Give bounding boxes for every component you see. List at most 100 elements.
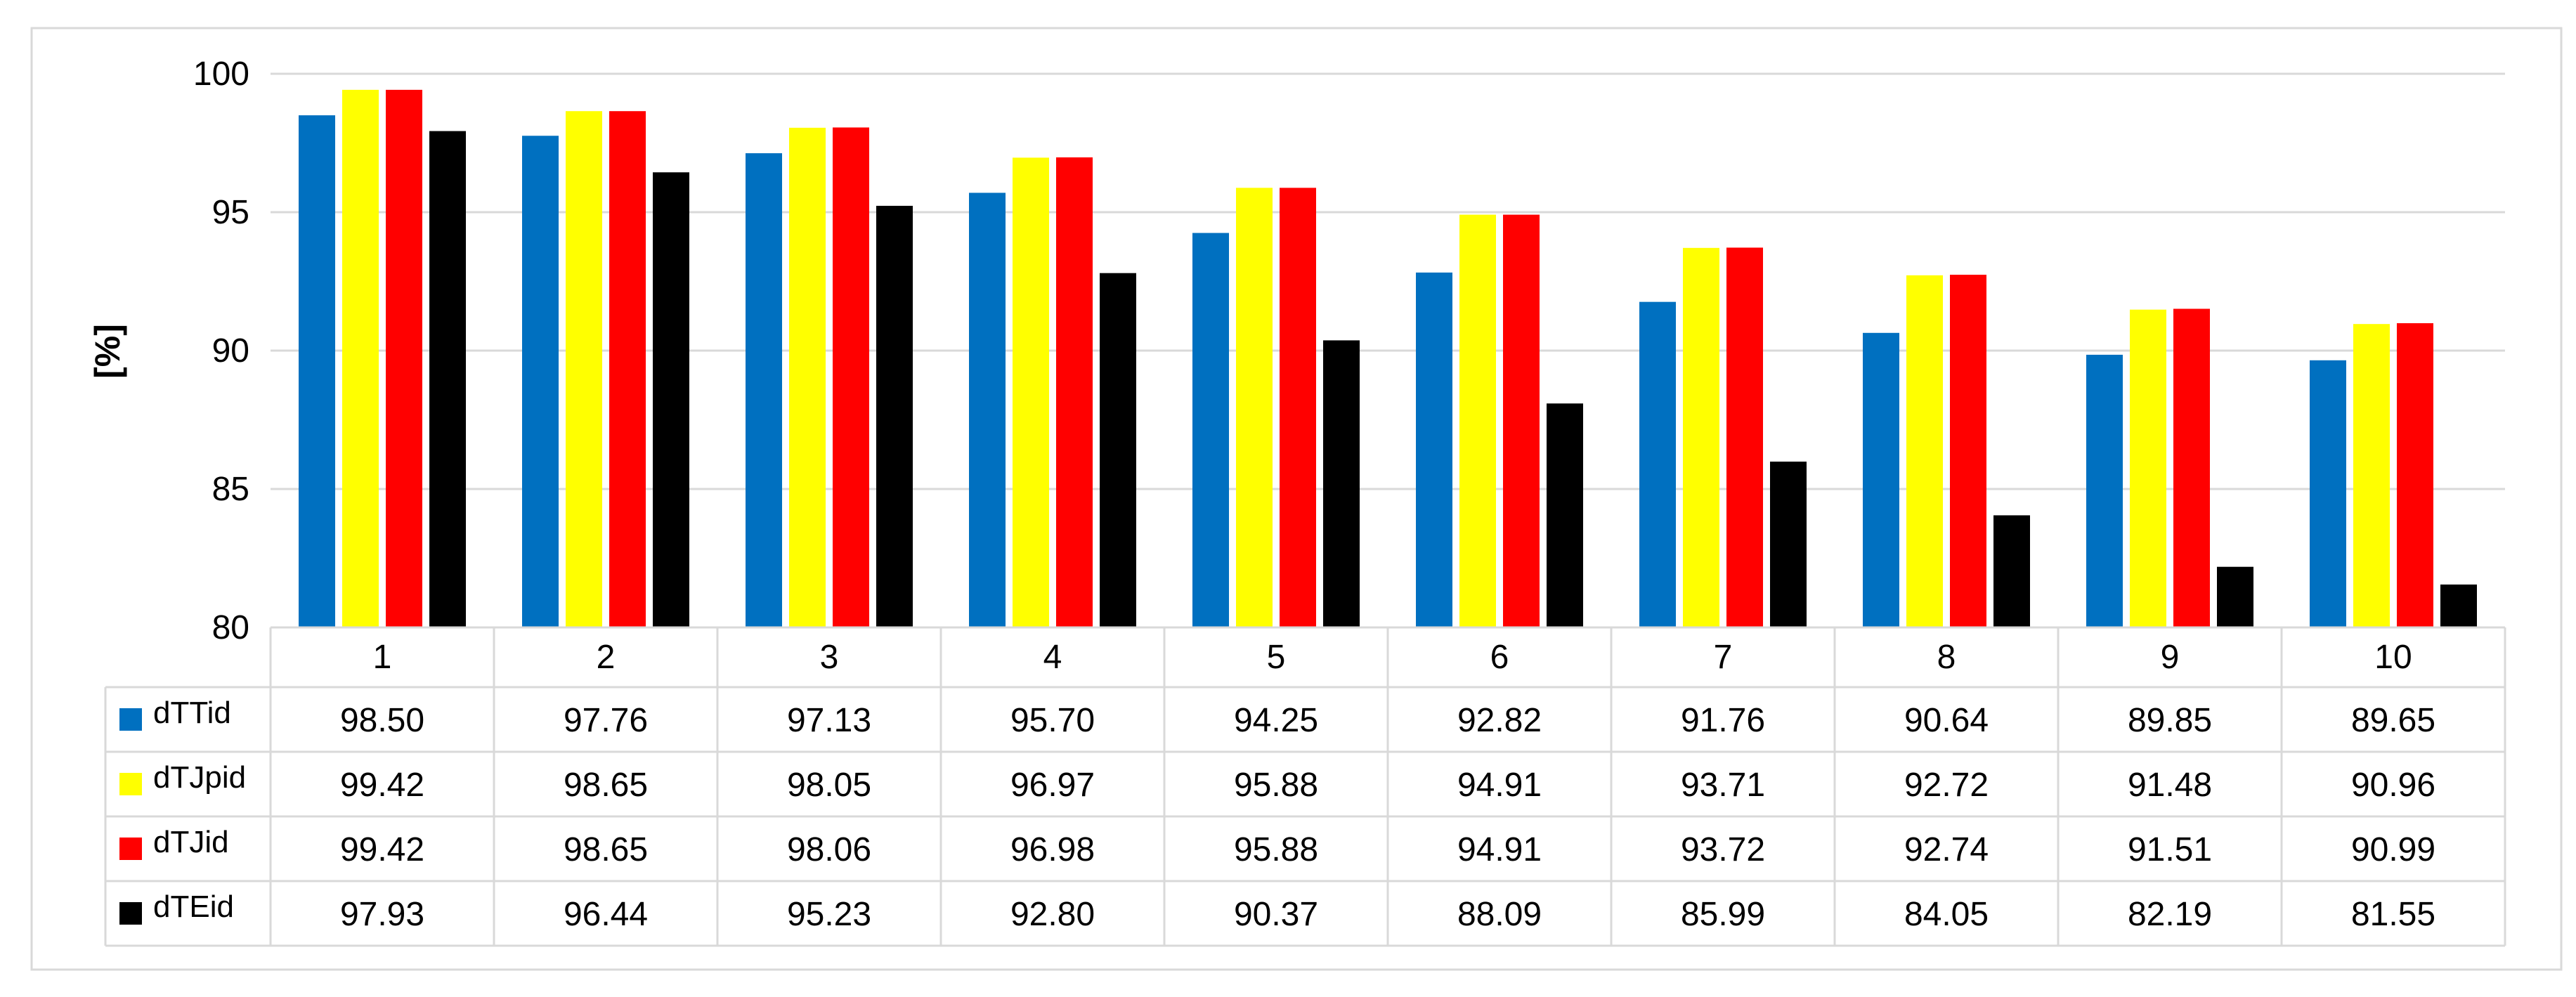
legend-label-dTJid: dTJid [153,825,229,859]
bar-dTEid-8 [1993,515,2030,627]
bar-dTJid-10 [2397,322,2433,627]
bar-dTJid-7 [1726,247,1763,627]
data-label: 93.71 [1681,767,1765,804]
data-label: 98.05 [787,767,871,804]
bar-dTJpid-3 [789,127,826,627]
data-label: 99.42 [340,767,424,804]
data-label: 89.65 [2351,702,2435,739]
data-label: 96.98 [1010,831,1095,868]
data-label: 98.06 [787,831,871,868]
bar-dTEid-6 [1547,403,1583,627]
bar-dTJpid-6 [1459,214,1496,627]
bar-dTJpid-1 [342,89,379,628]
data-label: 89.85 [2128,702,2212,739]
data-label: 99.42 [340,831,424,868]
x-tick-label: 4 [1043,639,1062,676]
bar-dTJid-4 [1056,157,1093,627]
bar-dTJid-1 [386,89,422,628]
bar-dTJid-2 [609,111,646,627]
data-label: 98.65 [564,831,648,868]
y-tick-label: 85 [212,471,249,508]
bar-dTEid-3 [876,205,913,627]
data-label: 91.48 [2128,767,2212,804]
x-tick-label: 2 [597,639,616,676]
bar-dTJid-9 [2173,308,2210,627]
data-label: 95.70 [1010,702,1095,739]
data-label: 95.23 [787,896,871,933]
bar-dTJpid-2 [566,111,602,627]
data-label: 97.76 [564,702,648,739]
data-table: 1 2 3 4 5 6 7 8 9 10 dTTid 98.50 97.76 97.13 95.70 94.2… [104,626,2506,947]
x-tick-label: 9 [2161,639,2180,676]
bar-dTTid-8 [1863,332,1899,627]
data-label: 85.99 [1681,896,1765,933]
data-label: 95.88 [1234,767,1318,804]
x-tick-label: 1 [373,639,392,676]
data-label: 94.91 [1457,767,1542,804]
bar-dTTid-2 [522,136,559,628]
bar-dTTid-1 [299,115,335,628]
legend-key-dTJpid [119,773,142,795]
bar-dTTid-4 [969,193,1006,627]
legend-key-dTTid [119,708,142,731]
data-label: 90.96 [2351,767,2435,804]
bar-dTEid-4 [1100,273,1136,627]
data-label: 90.64 [1904,702,1989,739]
bar-dTEid-9 [2217,566,2253,627]
bar-dTJid-5 [1280,188,1316,627]
bar-dTJid-6 [1503,214,1540,627]
y-tick-label: 100 [193,56,249,93]
x-tick-label: 8 [1937,639,1956,676]
bar-dTTid-7 [1639,301,1676,627]
data-label: 96.44 [564,896,648,933]
data-label: 97.93 [340,896,424,933]
data-label: 92.74 [1904,831,1989,868]
y-axis-label: [%] [88,324,127,379]
legend-key-dTJid [119,838,142,860]
data-label: 88.09 [1457,896,1542,933]
x-tick-label: 5 [1267,639,1286,676]
y-tick-label: 80 [212,609,249,646]
bar-dTJpid-9 [2130,309,2166,627]
data-label: 92.80 [1010,896,1095,933]
data-label: 93.72 [1681,831,1765,868]
legend-key-dTEid [119,902,142,925]
data-label: 90.99 [2351,831,2435,868]
bar-dTEid-1 [429,131,466,628]
bar-dTJpid-8 [1906,275,1943,627]
x-tick-label: 6 [1490,639,1509,676]
bar-dTJpid-10 [2353,324,2390,627]
data-label: 91.76 [1681,702,1765,739]
data-label: 96.97 [1010,767,1095,804]
data-label: 91.51 [2128,831,2212,868]
bar-dTJpid-4 [1013,157,1049,627]
bar-dTTid-5 [1192,233,1229,627]
data-label: 92.72 [1904,767,1989,804]
bar-dTJid-8 [1950,275,1986,627]
x-tick-label: 7 [1714,639,1733,676]
bar-dTEid-10 [2440,584,2477,627]
data-label: 94.25 [1234,702,1318,739]
data-label: 95.88 [1234,831,1318,868]
data-label: 92.82 [1457,702,1542,739]
legend-label-dTEid: dTEid [153,890,234,924]
x-tick-label: 10 [2374,639,2412,676]
bar-dTTid-6 [1416,272,1452,627]
y-axis: 80 85 90 95 100 [193,56,249,646]
y-tick-label: 90 [212,332,249,370]
bar-dTJid-3 [833,127,869,627]
bar-dTJpid-7 [1683,247,1719,627]
bar-dTJpid-5 [1236,188,1273,627]
bar-dTEid-7 [1770,461,1807,627]
legend-label-dTTid: dTTid [153,696,231,730]
bar-dTEid-5 [1323,340,1360,627]
data-label: 94.91 [1457,831,1542,868]
data-label: 81.55 [2351,896,2435,933]
y-tick-label: 95 [212,194,249,231]
bar-dTTid-10 [2310,360,2346,627]
data-label: 97.13 [787,702,871,739]
legend-label-dTJpid: dTJpid [153,760,246,795]
data-label: 82.19 [2128,896,2212,933]
